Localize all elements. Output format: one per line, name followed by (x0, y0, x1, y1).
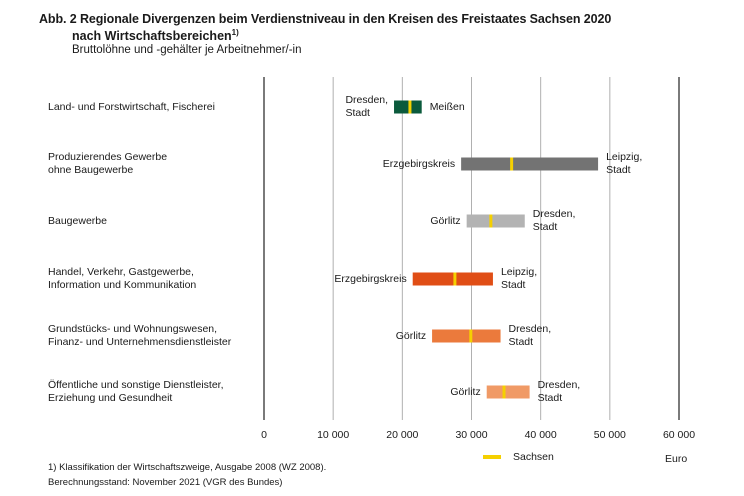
footnote-2: Berechnungsstand: November 2021 (VGR des… (48, 477, 283, 488)
chart-subtitle: Bruttolöhne und -gehälter je Arbeitnehme… (72, 44, 302, 56)
chart-title-line2-text: nach Wirtschaftsbereichen (72, 29, 232, 44)
range-bar (466, 214, 525, 228)
max-district-label: Dresden, Stadt (533, 208, 576, 234)
min-district-label-line: Stadt (345, 107, 370, 119)
category-label-line: Öffentliche und sonstige Dienstleister, (48, 379, 224, 391)
chart-title: Abb. 2 Regionale Divergenzen beim Verdie… (39, 12, 612, 26)
max-district-label-line: Dresden, (508, 323, 552, 335)
category-label: Grundstücks- und Wohnungswesen, Finanz- u… (48, 323, 231, 349)
min-district-label: Erzgebirgskreis (334, 273, 406, 286)
min-district-label-line: Dresden, (345, 94, 389, 106)
max-district-label-line: Stadt (500, 279, 526, 291)
category-label: Handel, Verkehr, Gastgewerbe, Information… (48, 266, 196, 292)
max-district-label-line: Stadt (532, 221, 558, 233)
max-district-label: Meißen (430, 101, 465, 114)
range-bar (412, 272, 493, 286)
footnote-1: 1) Klassifikation der Wirtschaftszweige,… (48, 462, 327, 473)
min-district-label-line: Görlitz (395, 329, 427, 342)
x-tick-label: 30 000 (455, 429, 488, 441)
max-district-label-line: Dresden, (532, 208, 576, 220)
min-district-label-line: Erzgebirgskreis (382, 157, 456, 170)
category-label-line: Handel, Verkehr, Gastgewerbe, (48, 266, 194, 278)
max-district-label: Leipzig, Stadt (606, 151, 642, 177)
category-label-line: Baugewerbe (48, 214, 107, 227)
category-label-line: Erziehung und Gesundheit (48, 392, 173, 404)
legend: Sachsen (483, 451, 554, 463)
max-district-label-line: Leipzig, (606, 151, 643, 163)
max-district-label-line: Stadt (606, 164, 631, 176)
x-tick-label: 0 (261, 429, 267, 441)
min-district-label: Erzgebirgskreis (383, 158, 455, 171)
category-label-line: Grundstücks- und Wohnungswesen, (48, 323, 218, 335)
x-tick-label: 50 000 (593, 429, 626, 441)
category-label-line: Information und Kommunikation (48, 279, 197, 291)
max-district-label-line: Leipzig, (500, 266, 538, 278)
sachsen-marker (453, 272, 457, 286)
range-bar (432, 329, 501, 343)
x-tick-label: 40 000 (524, 429, 557, 441)
max-district-label: Leipzig, Stadt (501, 266, 537, 292)
category-label: Produzierendes Gewerbe ohne Baugewerbe (48, 151, 167, 177)
category-label-line: ohne Baugewerbe (48, 164, 134, 176)
max-district-label-line: Meißen (429, 100, 465, 113)
footnote-mark: 1) (231, 28, 239, 37)
max-district-label-line: Dresden, (537, 379, 581, 391)
sachsen-marker (469, 329, 473, 343)
max-district-label: Dresden, Stadt (538, 379, 581, 405)
max-district-label-line: Stadt (537, 392, 563, 404)
max-district-label: Dresden, Stadt (509, 323, 552, 349)
min-district-label: Görlitz (450, 386, 480, 399)
category-label-line: Finanz- und Unternehmensdienstleister (48, 336, 232, 348)
category-label-line: Land- und Forstwirtschaft, Fischerei (48, 100, 215, 113)
chart-title-line2: nach Wirtschaftsbereichen1) (72, 28, 239, 43)
legend-label: Sachsen (513, 451, 554, 463)
min-district-label: Görlitz (430, 215, 460, 228)
sachsen-marker (502, 385, 506, 399)
min-district-label-line: Görlitz (450, 385, 481, 398)
legend-swatch-sachsen (483, 455, 501, 460)
category-label: Öffentliche und sonstige Dienstleister, E… (48, 379, 224, 405)
x-tick-label: 20 000 (386, 429, 419, 441)
min-district-label: Görlitz (396, 330, 426, 343)
max-district-label-line: Stadt (508, 336, 534, 348)
category-label-line: Produzierendes Gewerbe (48, 151, 168, 163)
range-bar (486, 385, 530, 399)
sachsen-marker (489, 214, 493, 228)
x-tick-label: 10 000 (317, 429, 350, 441)
sachsen-marker (408, 100, 412, 114)
range-bar (394, 100, 422, 114)
category-label: Baugewerbe (48, 215, 107, 228)
x-axis-unit-label: Euro (665, 453, 688, 465)
range-bar (461, 157, 599, 171)
x-tick-label: 60 000 (662, 429, 696, 441)
min-district-label: Dresden, Stadt (345, 94, 388, 120)
min-district-label-line: Erzgebirgskreis (334, 272, 407, 285)
category-label: Land- und Forstwirtschaft, Fischerei (48, 101, 215, 114)
sachsen-marker (510, 157, 514, 171)
min-district-label-line: Görlitz (430, 214, 461, 227)
